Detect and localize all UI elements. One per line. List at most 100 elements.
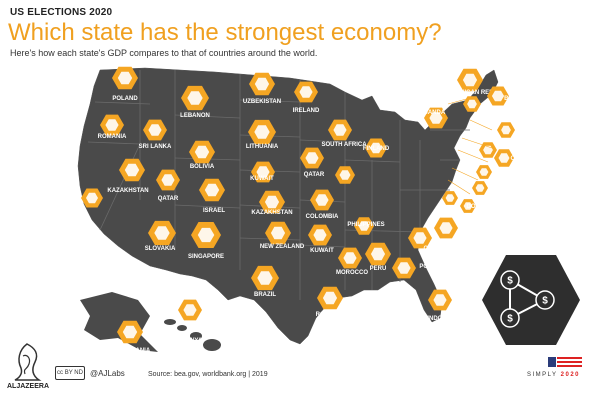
state-marker-il — [335, 166, 355, 184]
state-marker-sd: LITHUANIA — [246, 119, 279, 150]
country-label: CROATIA — [511, 156, 539, 162]
state-marker-nc: POLAND — [434, 217, 487, 239]
country-silhouette-icon — [270, 226, 286, 240]
state-marker-wi: SOUTH AFRICA — [321, 119, 367, 148]
state-marker-ri — [479, 142, 497, 158]
country-silhouette-icon — [204, 183, 220, 197]
country-label: SLOVAKIA — [145, 246, 176, 252]
state-marker-nm: SINGAPORE — [188, 222, 224, 260]
state-marker-mi: FINLAND — [363, 138, 390, 158]
state-marker-ga: POLAND — [392, 257, 445, 279]
country-label: INDIA — [59, 206, 76, 212]
country-silhouette-icon — [501, 125, 511, 135]
state-marker-ar: KUWAIT — [308, 224, 334, 254]
state-marker-md — [460, 199, 476, 213]
state-marker-al: PERU — [365, 242, 391, 272]
country-label: BRAZIL — [254, 292, 276, 298]
country-label: POLAND — [112, 96, 138, 102]
country-silhouette-icon — [433, 294, 447, 306]
country-silhouette-icon — [148, 124, 162, 136]
state-marker-nd: UZBEKISTAN — [243, 72, 281, 105]
creative-commons-badge: cc BY ND — [55, 366, 85, 380]
state-marker-tx: BRAZIL — [251, 265, 279, 298]
country-label: ISRAEL — [203, 208, 225, 214]
country-silhouette-icon — [333, 124, 347, 136]
country-silhouette-icon — [105, 119, 119, 131]
state-marker-ak: LITHUANIA — [117, 320, 151, 354]
country-label: ROMANIA — [316, 312, 345, 318]
country-label: LEBANON — [180, 113, 210, 119]
country-silhouette-icon — [257, 271, 273, 285]
country-label: NEW ZEALAND — [260, 244, 305, 250]
country-silhouette-icon — [343, 252, 357, 264]
state-marker-tn: PHILIPPINES — [347, 217, 385, 235]
country-silhouette-icon — [183, 304, 197, 316]
simply-label: SIMPLY — [527, 372, 558, 378]
country-label: KENYA — [182, 338, 203, 344]
country-silhouette-icon — [86, 192, 98, 204]
country-silhouette-icon — [429, 112, 443, 124]
country-silhouette-icon — [254, 77, 270, 91]
page-subtitle: Here's how each state's GDP compares to … — [10, 48, 318, 58]
us-map-silhouette — [77, 67, 499, 345]
state-marker-wy: BOLIVIA — [189, 140, 215, 170]
state-marker-me: DOMINICAN REPUBLIC — [445, 68, 513, 96]
country-label: ROMANIA — [98, 134, 127, 140]
country-silhouette-icon — [264, 195, 280, 209]
dollar-network-icon: $ $ $ — [482, 255, 580, 345]
country-silhouette-icon — [322, 291, 338, 305]
country-silhouette-icon — [315, 194, 329, 206]
country-silhouette-icon — [463, 202, 473, 210]
country-label: COLOMBIA — [306, 214, 339, 220]
country-label: DOMINICAN REPUBLIC — [445, 90, 513, 96]
state-marker-co: ISRAEL — [199, 178, 225, 214]
ajlabs-handle: @AJLabs — [90, 369, 125, 378]
callout-lines — [447, 97, 493, 195]
country-silhouette-icon — [254, 125, 270, 139]
country-silhouette-icon — [462, 73, 478, 87]
state-marker-id: SRI LANKA — [139, 119, 172, 150]
country-label: INDONESIA — [427, 316, 461, 322]
state-marker-ny: UGANDA — [419, 107, 448, 129]
state-marker-ok: NEW ZEALAND — [260, 221, 305, 250]
country-silhouette-icon — [491, 90, 505, 102]
hawaii-shape — [164, 319, 221, 351]
source-note: Source: bea.gov, worldbank.org | 2019 — [148, 371, 268, 378]
state-marker-ms: MOROCCO — [336, 247, 368, 276]
state-marker-nj — [476, 165, 492, 179]
country-label: SRI LANKA — [139, 144, 172, 150]
country-label: LITHUANIA — [118, 348, 151, 354]
country-label: POLAND — [461, 232, 487, 238]
state-marker-mt: LEBANON — [180, 85, 210, 119]
state-marker-ca: INDIA — [59, 188, 103, 212]
state-marker-ne: KUWAIT — [250, 161, 275, 183]
country-label: BOLIVIA — [190, 164, 215, 170]
country-label: KUWAIT — [310, 248, 334, 254]
country-label: PHILIPPINES — [347, 222, 384, 228]
state-marker-wa: POLAND — [112, 66, 138, 102]
country-silhouette-icon — [479, 168, 489, 176]
country-silhouette-icon — [358, 221, 370, 231]
country-label: KAZAKHSTAN — [107, 188, 148, 194]
country-silhouette-icon — [122, 325, 138, 339]
country-label: DOMINICAN REPUBLIC — [467, 204, 535, 210]
country-silhouette-icon — [498, 153, 510, 163]
svg-text:$: $ — [507, 276, 513, 287]
simply-year: 2020 — [560, 372, 580, 378]
state-marker-la: ROMANIA — [316, 286, 345, 318]
state-marker-mn: IRELAND — [293, 81, 320, 114]
country-label: LITHUANIA — [246, 144, 279, 150]
country-silhouette-icon — [467, 99, 477, 109]
country-label: CZECH REPUBLIC — [423, 246, 477, 252]
country-label: KAZAKHSTAN — [251, 210, 292, 216]
country-silhouette-icon — [256, 166, 270, 178]
country-silhouette-icon — [187, 91, 203, 105]
state-marker-nh — [463, 96, 481, 112]
us-flag-stripes-icon — [548, 357, 582, 367]
country-silhouette-icon — [117, 71, 133, 85]
country-silhouette-icon — [313, 229, 327, 241]
state-marker-dc: DOMINICAN REPUBLIC — [442, 191, 534, 210]
country-silhouette-icon — [339, 170, 351, 180]
state-marker-or: ROMANIA — [98, 114, 127, 140]
